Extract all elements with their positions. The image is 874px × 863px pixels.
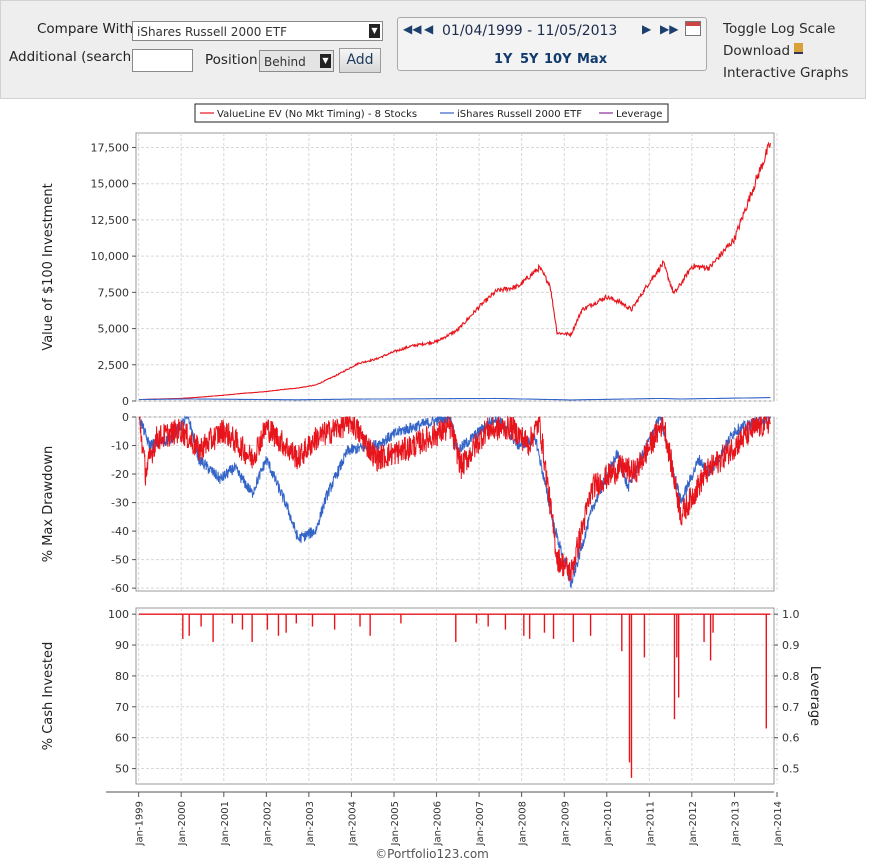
toggle-log-scale-link[interactable]: Toggle Log Scale (723, 21, 836, 37)
y2-tick-label: 0.8 (782, 670, 800, 683)
x-tick-label: Jan-2008 (518, 801, 529, 846)
y-tick-label: 60 (115, 732, 129, 745)
x-tick-label: Jan-2013 (730, 801, 741, 846)
additional-search-input[interactable] (132, 49, 193, 72)
x-tick-label: Jan-2005 (390, 801, 401, 846)
chart-toolbar: Compare With iShares Russell 2000 ETF ▼ … (0, 0, 866, 99)
download-icon (794, 43, 804, 54)
x-tick-label: Jan-2000 (177, 801, 188, 846)
compare-with-value: iShares Russell 2000 ETF (137, 25, 287, 39)
y-axis-title: % Cash Invested (41, 642, 56, 751)
x-tick-label: Jan-2004 (347, 801, 358, 846)
plot-frame (135, 607, 775, 785)
y-tick-label: 50 (115, 763, 129, 776)
legend-entry-leverage: Leverage (616, 109, 662, 120)
y-tick-label: 90 (115, 639, 129, 652)
chevron-down-icon: ▼ (369, 24, 380, 38)
x-tick-label: Jan-2012 (688, 801, 699, 846)
y2-tick-label: 1.0 (782, 608, 800, 621)
y-tick-label: 0 (122, 395, 129, 408)
range-1y-button[interactable]: 1Y (494, 52, 513, 67)
add-button[interactable]: Add (339, 48, 381, 73)
additional-label-text: Additional (9, 49, 77, 65)
interactive-graphs-link[interactable]: Interactive Graphs (723, 65, 849, 81)
x-tick-label: Jan-2010 (603, 801, 614, 846)
y2-tick-label: 0.5 (782, 763, 800, 776)
y2-tick-label: 0.7 (782, 701, 800, 714)
y-tick-label: -60 (111, 582, 129, 595)
x-tick-label: Jan-2014 (773, 801, 784, 846)
series-line-valueline (139, 141, 771, 401)
prev-page-icon[interactable]: ◀ (424, 22, 434, 36)
x-tick-label: Jan-2011 (645, 801, 656, 846)
y2-tick-label: 0.6 (782, 732, 800, 745)
plot-frame (135, 132, 775, 402)
series-line-valueline (138, 415, 771, 582)
x-tick-label: Jan-1999 (135, 801, 146, 846)
y-tick-label: 0 (122, 411, 129, 424)
chart-panel-value: 0 2,500 5,000 7,500 10,000 12,500 15,000 17,500… (41, 132, 778, 408)
additional-label: Additional (search) (9, 49, 136, 65)
y-tick-label: 17,500 (91, 141, 130, 154)
y-tick-label: -40 (111, 525, 129, 538)
y-axis-title: Value of $100 Investment (41, 183, 56, 350)
legend-entry-iwm: iShares Russell 2000 ETF (457, 109, 582, 120)
position-select[interactable]: Behind ▼ (259, 50, 334, 72)
y2-axis-title: Leverage (807, 666, 822, 726)
download-link[interactable]: Download (723, 43, 804, 59)
y-tick-label: 5,000 (98, 323, 130, 336)
y-tick-label: -20 (111, 468, 129, 481)
y-tick-label: -50 (111, 554, 129, 567)
range-10y-button[interactable]: 10Y (544, 52, 572, 67)
y-tick-label: 80 (115, 670, 129, 683)
date-range-panel: ◀◀ ◀ 01/04/1999 - 11/05/2013 ▶ ▶▶ 1Y 5Y … (397, 17, 707, 71)
calendar-icon[interactable] (685, 21, 701, 36)
y-tick-label: 12,500 (91, 214, 130, 227)
chart-panel-cash: 50 60 70 80 90 100 % Cash Invested 0.5 0.6 0.7 0.8… (41, 607, 822, 785)
last-page-icon[interactable]: ▶▶ (660, 22, 679, 36)
y-tick-label: 15,000 (91, 178, 130, 191)
x-tick-label: Jan-2009 (560, 801, 571, 846)
y-tick-label: 100 (108, 608, 129, 621)
additional-hint: (search) (81, 49, 137, 65)
first-page-icon[interactable]: ◀◀ (403, 22, 422, 36)
download-label: Download (723, 43, 791, 59)
y-tick-label: -30 (111, 497, 129, 510)
chart-panel-drawdown: 0 -10 -20 -30 -40 -50 -60 % Max Drawdown (41, 411, 778, 595)
x-tick-label: Jan-2007 (475, 801, 486, 846)
range-5y-button[interactable]: 5Y (520, 52, 539, 67)
copyright-footer: ©Portfolio123.com (375, 847, 489, 861)
chart-area: ValueLine EV (No Mkt Timing) - 8 Stocks … (41, 103, 822, 861)
y-tick-label: 10,000 (91, 250, 130, 263)
date-range-text[interactable]: 01/04/1999 - 11/05/2013 (442, 23, 618, 39)
x-tick-label: Jan-2006 (433, 801, 444, 846)
x-tick-label: Jan-2001 (220, 801, 231, 846)
next-page-icon[interactable]: ▶ (642, 22, 652, 36)
x-tick-label: Jan-2003 (305, 801, 316, 846)
legend: ValueLine EV (No Mkt Timing) - 8 Stocks … (194, 103, 669, 123)
y-tick-label: 2,500 (98, 359, 130, 372)
position-value: Behind (264, 55, 306, 69)
x-tick-label: Jan-2002 (262, 801, 273, 846)
compare-with-label: Compare With (37, 21, 134, 37)
y2-tick-label: 0.9 (782, 639, 800, 652)
y-tick-label: 7,500 (98, 286, 130, 299)
y-tick-label: 70 (115, 701, 129, 714)
chevron-down-icon: ▼ (320, 54, 331, 68)
range-max-button[interactable]: Max (577, 52, 608, 67)
y-axis-title: % Max Drawdown (41, 446, 56, 563)
legend-entry-valueline: ValueLine EV (No Mkt Timing) - 8 Stocks (217, 109, 417, 120)
position-label: Position (205, 52, 258, 68)
y-tick-label: -10 (111, 440, 129, 453)
series-line-iwm (139, 397, 771, 401)
x-axis: Jan-1999 Jan-2000 Jan-2001 Jan-2002 Jan-2003… (106, 791, 784, 846)
compare-with-select[interactable]: iShares Russell 2000 ETF ▼ (132, 21, 383, 41)
